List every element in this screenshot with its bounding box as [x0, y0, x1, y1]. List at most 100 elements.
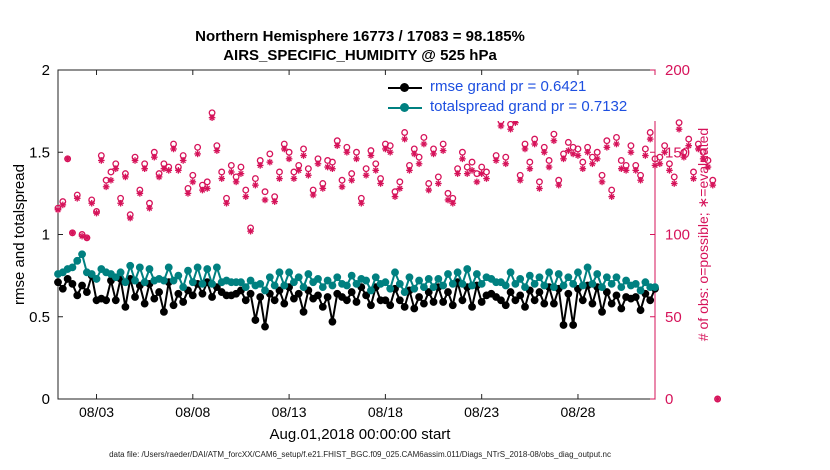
spread-series-point — [299, 283, 308, 292]
obs-evaluated-point — [598, 178, 606, 186]
obs-possible-point — [439, 140, 447, 148]
obs-possible-point — [574, 145, 582, 153]
obs-evaluated-point — [382, 145, 389, 153]
y-tick-label: 0 — [42, 391, 50, 408]
obs-possible-point — [468, 158, 476, 166]
obs-evaluated-point — [579, 165, 587, 172]
obs-evaluated-point — [194, 150, 201, 158]
spread-series-point — [73, 256, 82, 265]
obs-possible-point — [237, 163, 245, 171]
obs-evaluated-point — [502, 160, 510, 168]
spread-series-point — [588, 279, 597, 288]
obs-possible-point — [627, 142, 635, 150]
obs-evaluated-point — [608, 193, 615, 200]
y2-axis-label: # of obs: o=possible; ∗=evaluated — [695, 128, 711, 341]
obs-evaluated-point — [266, 158, 274, 166]
obs-evaluated-point — [338, 183, 346, 191]
rmse-series-point — [410, 304, 419, 313]
obs-evaluated-point — [473, 178, 481, 186]
obs-evaluated-point — [353, 155, 360, 163]
y2-tick-label: 50 — [665, 309, 682, 326]
spread-series-point — [636, 286, 645, 295]
spread-series-point — [342, 281, 351, 290]
obs-evaluated-point — [83, 234, 91, 242]
obs-evaluated-point — [261, 196, 269, 204]
rmse-series-point — [78, 281, 86, 290]
spread-series-point — [265, 273, 274, 282]
obs-possible-point — [685, 135, 693, 143]
rmse-series-point — [328, 317, 337, 326]
spread-series-point — [208, 279, 216, 288]
obs-evaluated-point — [232, 178, 240, 186]
spread-series-point — [352, 279, 361, 288]
x-tick-label: 08/13 — [272, 404, 307, 420]
rmse-series-point — [102, 296, 111, 305]
spread-series-point — [420, 283, 428, 292]
rmse-series-point — [270, 296, 279, 305]
obs-possible-point — [536, 178, 543, 186]
rmse-series-point — [381, 296, 390, 305]
obs-possible-point — [338, 176, 346, 184]
rmse-series-point — [501, 301, 510, 310]
rmse-series-point — [530, 296, 539, 305]
obs-evaluated-point — [309, 191, 317, 199]
obs-possible-point — [304, 165, 312, 173]
obs-evaluated-point — [271, 198, 278, 205]
spread-series-point — [246, 276, 255, 285]
obs-evaluated-point — [175, 167, 182, 174]
obs-evaluated-point — [459, 155, 466, 163]
rmse-series-point — [82, 288, 91, 296]
spread-series-point — [651, 283, 659, 292]
y-tick-label: 1 — [42, 227, 50, 244]
rmse-series-point — [535, 288, 544, 296]
obs-possible-point — [641, 145, 649, 153]
obs-evaluated-point — [165, 167, 173, 174]
spread-series-point — [564, 273, 573, 282]
obs-evaluated-point — [184, 190, 192, 197]
obs-possible-point — [348, 170, 356, 178]
obs-evaluated-point — [714, 395, 721, 403]
rmse-series-point — [188, 291, 197, 300]
obs-evaluated-point — [593, 155, 601, 163]
obs-evaluated-point — [690, 175, 697, 182]
rmse-series-point — [612, 291, 621, 300]
rmse-series-point — [429, 298, 438, 306]
x-tick-label: 08/28 — [560, 404, 595, 420]
spread-series-point — [439, 281, 448, 290]
obs-evaluated-point — [362, 171, 370, 179]
obs-evaluated-point — [497, 122, 505, 130]
obs-evaluated-point — [189, 178, 197, 186]
spread-series-point — [477, 279, 486, 288]
obs-evaluated-point — [656, 160, 664, 168]
y-tick-label: 0.5 — [29, 309, 50, 326]
obs-possible-point — [444, 189, 452, 197]
spread-series-point — [453, 268, 462, 277]
obs-evaluated-point — [242, 193, 250, 200]
spread-series-point — [525, 271, 534, 280]
obs-evaluated-point — [126, 214, 134, 222]
obs-evaluated-point — [228, 168, 235, 176]
obs-evaluated-point — [627, 148, 635, 156]
obs-possible-point — [401, 129, 409, 136]
rmse-series-point — [160, 307, 168, 316]
spread-series-point — [68, 263, 77, 272]
legend-marker-spread — [400, 103, 409, 112]
rmse-series-point — [63, 275, 72, 283]
spread-series-point — [256, 279, 265, 288]
spread-series-point — [111, 273, 120, 282]
obs-evaluated-point — [617, 165, 625, 172]
obs-possible-point — [218, 168, 226, 176]
spread-series-point — [188, 278, 197, 287]
obs-evaluated-point — [367, 152, 375, 159]
obs-possible-point — [189, 171, 197, 179]
spread-series-point — [318, 283, 327, 292]
spread-series-point — [328, 281, 337, 290]
spread-series-point — [198, 279, 207, 288]
obs-evaluated-point — [276, 175, 283, 182]
spread-series-point — [184, 266, 192, 275]
spread-series-point — [131, 276, 139, 285]
spread-series-point — [193, 263, 202, 272]
obs-possible-point — [415, 153, 423, 161]
obs-evaluated-point — [661, 148, 668, 156]
obs-evaluated-point — [545, 163, 553, 171]
